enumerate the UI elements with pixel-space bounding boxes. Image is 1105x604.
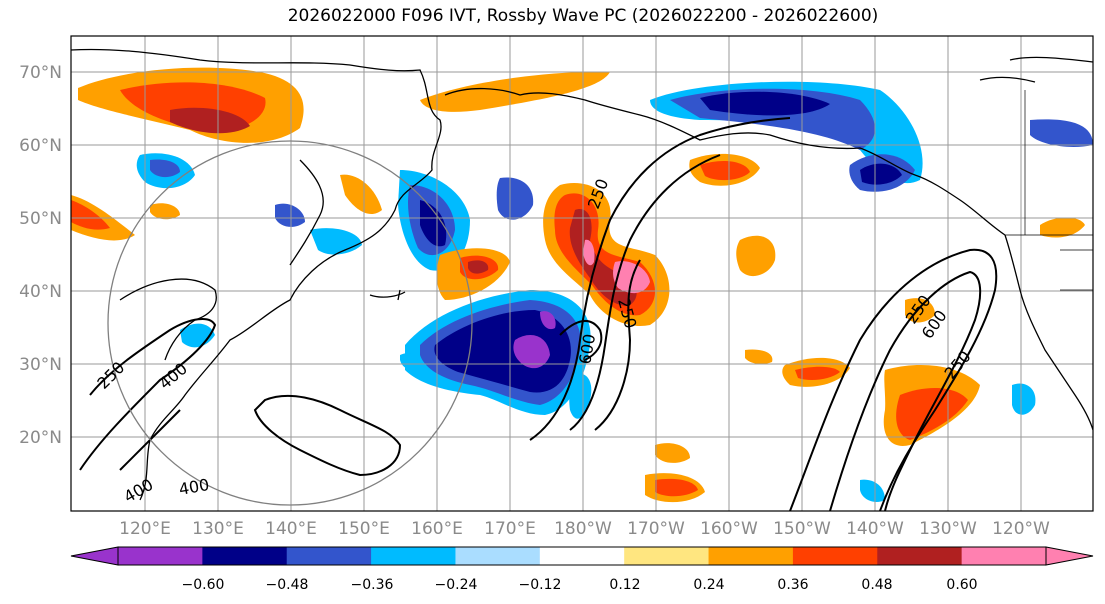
colorbar-segment <box>624 547 710 565</box>
lon-label: 150°W <box>773 519 831 539</box>
colorbar-segments <box>118 547 1047 565</box>
lat-label: 50°N <box>19 209 62 229</box>
ivt-anomaly-fills <box>71 67 1093 503</box>
colorbar-frame <box>117 546 1047 566</box>
colorbar-tick-label: 0.60 <box>946 577 977 593</box>
colorbar-segment <box>371 547 456 565</box>
lon-label: 150°E <box>338 519 390 539</box>
lon-label: 140°W <box>846 519 904 539</box>
map-title: 2026022000 F096 IVT, Rossby Wave PC (202… <box>287 6 879 26</box>
lon-label: 170°W <box>627 519 685 539</box>
coastlines <box>71 48 1093 501</box>
colorbar-tick-label: −0.12 <box>519 577 562 593</box>
colorbar-segment <box>708 547 794 565</box>
lon-label: 130°W <box>919 519 977 539</box>
reference-circle <box>107 140 473 506</box>
rossby-contours <box>79 117 998 511</box>
borders <box>1005 90 1093 291</box>
lon-label: 160°E <box>411 519 463 539</box>
colorbar-segment <box>792 547 878 565</box>
lon-label: 130°E <box>192 519 244 539</box>
colorbar-tick-label: 0.36 <box>777 577 808 593</box>
map-frame <box>70 35 1094 512</box>
lon-label: 170°E <box>484 519 536 539</box>
colorbar-tick-label: 0.48 <box>861 577 892 593</box>
lat-label: 20°N <box>19 428 62 448</box>
colorbar: −0.60 −0.48 −0.36 −0.24 −0.12 0.12 0.24 … <box>70 546 1094 593</box>
colorbar-tick-label: −0.48 <box>266 577 309 593</box>
colorbar-segment <box>202 547 288 565</box>
lon-label: 120°W <box>992 519 1050 539</box>
colorbar-labels: −0.60 −0.48 −0.36 −0.24 −0.12 0.12 0.24 … <box>182 577 978 593</box>
graticule <box>71 36 1093 511</box>
lon-label: 140°E <box>265 519 317 539</box>
colorbar-extend-low <box>70 546 119 566</box>
colorbar-extend-high <box>1045 546 1094 566</box>
lat-label: 30°N <box>19 355 62 375</box>
colorbar-segment <box>961 547 1047 565</box>
colorbar-segment <box>539 547 625 565</box>
lat-label: 60°N <box>19 136 62 156</box>
colorbar-tick-label: −0.36 <box>351 577 394 593</box>
colorbar-tick-label: 0.24 <box>693 577 724 593</box>
colorbar-segment <box>455 547 541 565</box>
colorbar-segment <box>877 547 963 565</box>
colorbar-tick-label: −0.60 <box>182 577 225 593</box>
colorbar-segment <box>118 547 203 565</box>
latitude-labels: 70°N 60°N 50°N 40°N 30°N 20°N <box>19 63 62 448</box>
lat-label: 70°N <box>19 63 62 83</box>
colorbar-tick-label: 0.12 <box>609 577 640 593</box>
lat-label: 40°N <box>19 282 62 302</box>
colorbar-tick-label: −0.24 <box>435 577 478 593</box>
lon-label: 160°W <box>700 519 758 539</box>
longitude-labels: 120°E 130°E 140°E 150°E 160°E 170°E 180°… <box>119 519 1050 539</box>
lon-label: 180°W <box>554 519 612 539</box>
colorbar-segment <box>286 547 372 565</box>
lon-label: 120°E <box>119 519 171 539</box>
